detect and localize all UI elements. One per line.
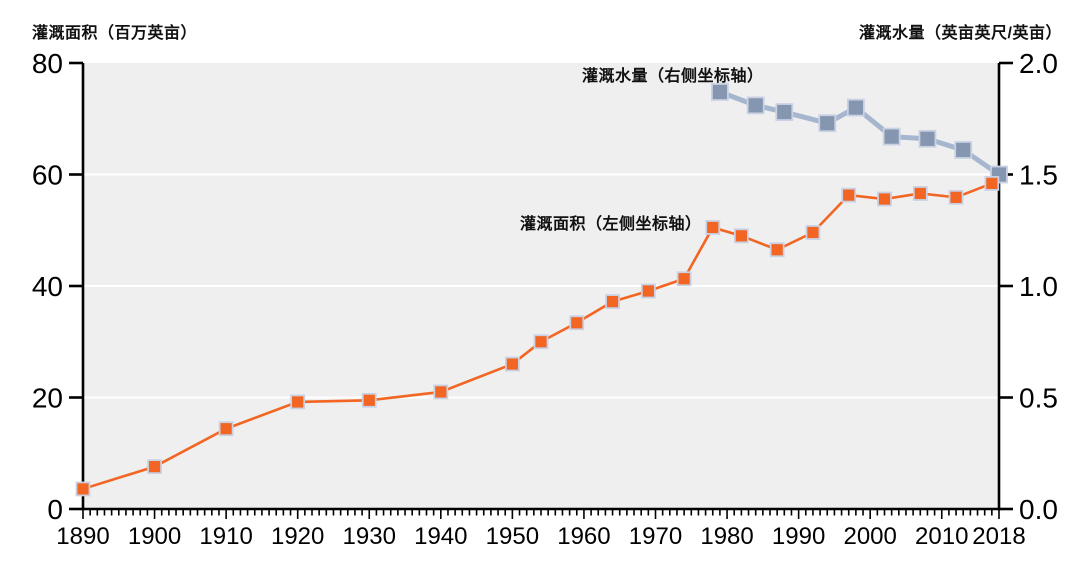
area-series-marker <box>147 459 162 475</box>
area-series-marker <box>769 242 785 258</box>
area-series-marker <box>75 481 91 497</box>
area-series-marker <box>569 315 585 331</box>
x-tick-label: 1900 <box>128 523 181 550</box>
area-series-marker <box>218 421 234 437</box>
water-series-marker <box>746 96 765 115</box>
area-series-marker <box>912 186 928 201</box>
y-left-tick-label: 40 <box>32 271 63 302</box>
x-tick-label: 1930 <box>343 523 396 550</box>
area-series-marker <box>984 176 1000 191</box>
x-tick-label: 1920 <box>271 523 324 550</box>
y-right-tick-label: 0.0 <box>1019 494 1058 525</box>
area-series-marker <box>733 228 749 244</box>
y-left-tick-label: 20 <box>32 383 63 414</box>
area-series-marker <box>877 191 892 207</box>
x-tick-label: 1940 <box>414 523 467 550</box>
water-series-marker <box>818 114 837 133</box>
y-right-tick-label: 2.0 <box>1019 48 1058 79</box>
x-tick-label: 1890 <box>56 523 109 550</box>
area-series-marker <box>504 356 520 372</box>
y-left-tick-label: 0 <box>47 494 63 525</box>
x-tick-label: 1990 <box>772 523 825 550</box>
area-series-marker <box>640 283 656 299</box>
y-left-tick-label: 60 <box>32 160 63 191</box>
area-series-marker <box>605 294 620 310</box>
area-series-label: 灌溉面积（左侧坐标轴） <box>520 216 702 233</box>
water-series-marker <box>882 127 901 146</box>
water-series-marker <box>846 98 865 117</box>
area-series-marker <box>705 220 721 235</box>
area-series-marker <box>841 187 857 203</box>
area-series-marker <box>433 384 449 400</box>
x-tick-label: 1950 <box>486 523 539 550</box>
area-series-marker <box>805 225 821 240</box>
y-right-tick-label: 0.5 <box>1019 383 1058 414</box>
water-series-marker <box>954 141 973 159</box>
area-series-marker <box>361 392 377 408</box>
area-series-marker <box>290 394 306 410</box>
x-tick-label: 1910 <box>199 523 252 550</box>
right-axis-title: 灌溉水量（英亩英尺/英亩） <box>859 25 1062 42</box>
x-tick-label: 1960 <box>557 523 610 550</box>
y-left-tick-label: 80 <box>32 48 63 79</box>
x-tick-label: 1980 <box>700 523 753 550</box>
y-right-tick-label: 1.0 <box>1019 271 1058 302</box>
water-series-marker <box>918 129 937 148</box>
x-tick-label: 2018 <box>972 523 1025 550</box>
x-tick-label: 2000 <box>843 523 896 550</box>
area-series-marker <box>948 189 964 205</box>
x-tick-label: 1970 <box>629 523 682 550</box>
y-right-tick-label: 1.5 <box>1019 160 1058 191</box>
left-axis-title: 灌溉面积（百万英亩） <box>32 25 198 42</box>
area-series-marker <box>533 334 549 350</box>
x-tick-label: 2010 <box>915 523 968 550</box>
water-series-marker <box>775 103 794 121</box>
area-series-marker <box>676 271 692 287</box>
water-series-marker <box>711 83 729 101</box>
water-series-label: 灌溉水量（右侧坐标轴） <box>582 68 764 85</box>
